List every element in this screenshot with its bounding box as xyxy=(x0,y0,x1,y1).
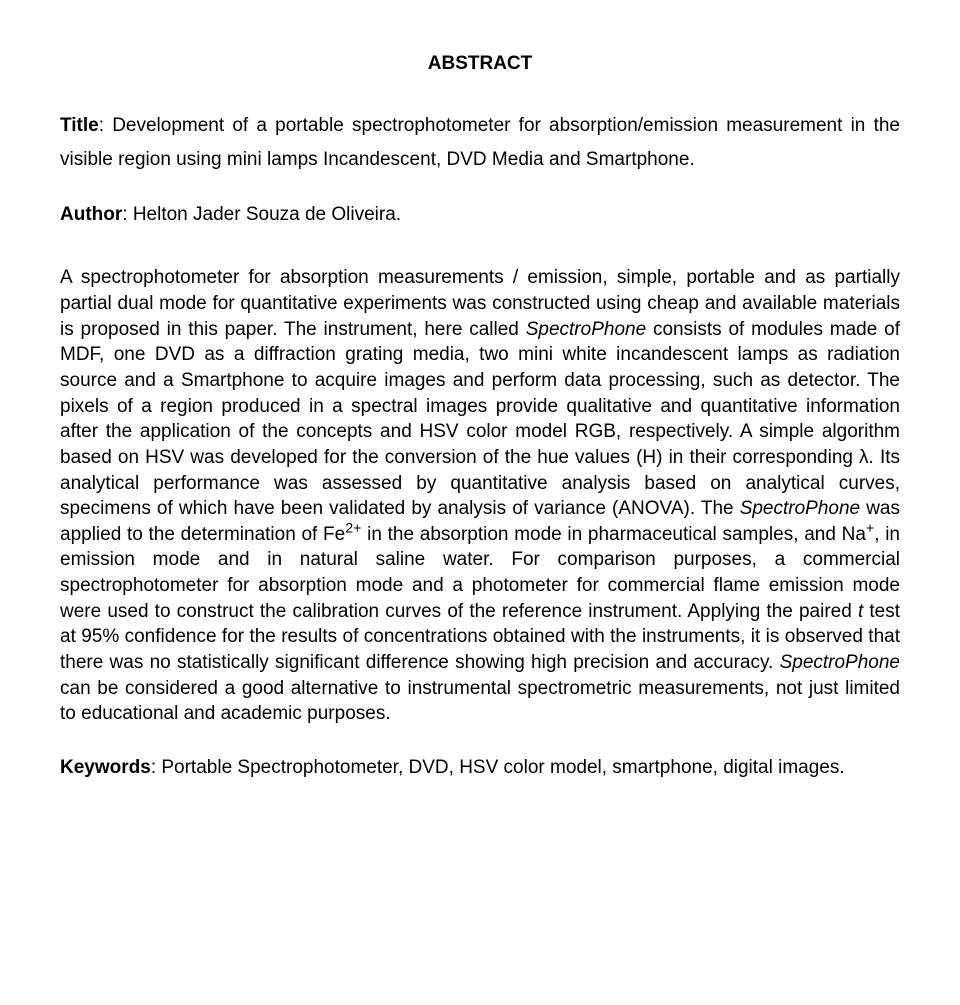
body-em4: SpectroPhone xyxy=(780,652,900,673)
body-em1: SpectroPhone xyxy=(526,319,646,340)
abstract-body: A spectrophotometer for absorption measu… xyxy=(60,265,900,727)
keywords-block: Keywords: Portable Spectrophotometer, DV… xyxy=(60,755,900,781)
title-text: : Development of a portable spectrophoto… xyxy=(60,115,900,170)
body-em2: SpectroPhone xyxy=(740,498,860,519)
body-part2: consists of modules made of MDF, one DVD… xyxy=(60,319,900,519)
abstract-heading: ABSTRACT xyxy=(60,50,900,79)
author-text: : Helton Jader Souza de Oliveira. xyxy=(122,204,401,225)
body-part7: can be considered a good alternative to … xyxy=(60,678,900,725)
title-label: Title xyxy=(60,115,99,136)
body-sup1: 2+ xyxy=(345,520,361,536)
title-block: Title: Development of a portable spectro… xyxy=(60,109,900,177)
body-sup2: + xyxy=(866,520,874,536)
author-block: Author: Helton Jader Souza de Oliveira. xyxy=(60,201,900,230)
keywords-label: Keywords xyxy=(60,757,151,778)
body-part4: in the absorption mode in pharmaceutical… xyxy=(361,524,865,545)
keywords-text: : Portable Spectrophotometer, DVD, HSV c… xyxy=(151,757,845,778)
author-label: Author xyxy=(60,204,122,225)
